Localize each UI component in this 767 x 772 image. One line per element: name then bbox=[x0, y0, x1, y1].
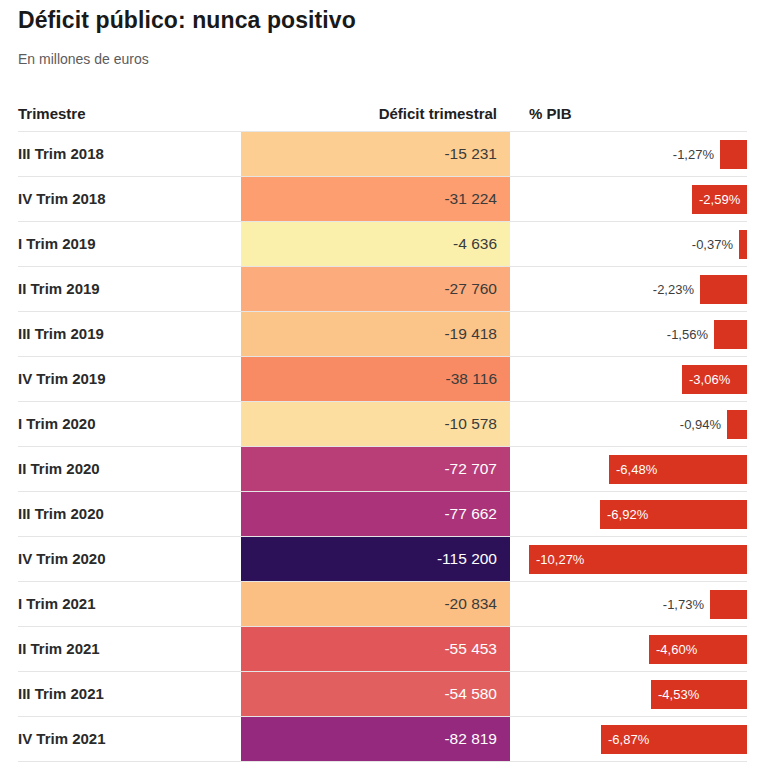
row-quarter-label: IV Trim 2018 bbox=[18, 177, 241, 221]
pib-bar bbox=[739, 230, 747, 259]
pib-bar: -6,87% bbox=[601, 725, 747, 754]
row-deficit-heatmap-cell: -54 580 bbox=[241, 672, 510, 716]
table-row: IV Trim 2019 -38 116 -3,06% bbox=[18, 357, 747, 402]
row-pib-zone: -0,94% bbox=[510, 402, 747, 446]
table-row: III Trim 2019 -19 418 -1,56% bbox=[18, 312, 747, 357]
row-pib-zone: -4,60% bbox=[510, 627, 747, 671]
pib-value-label: -3,06% bbox=[689, 365, 730, 394]
row-pib-zone: -6,87% bbox=[510, 717, 747, 761]
row-pib-zone: -6,92% bbox=[510, 492, 747, 536]
row-quarter-label: IV Trim 2021 bbox=[18, 717, 241, 761]
row-quarter-label: III Trim 2019 bbox=[18, 312, 241, 356]
table-row: I Trim 2020 -10 578 -0,94% bbox=[18, 402, 747, 447]
pib-value-label: -4,53% bbox=[658, 680, 699, 709]
pib-bar: -4,60% bbox=[649, 635, 747, 664]
row-pib-zone: -4,53% bbox=[510, 672, 747, 716]
pib-bar: -6,92% bbox=[600, 500, 747, 529]
header-deficit: Déficit trimestral bbox=[241, 105, 510, 122]
row-pib-zone: -1,73% bbox=[510, 582, 747, 626]
row-pib-zone: -2,23% bbox=[510, 267, 747, 311]
row-pib-zone: -1,56% bbox=[510, 312, 747, 356]
pib-value-label: -6,48% bbox=[616, 455, 657, 484]
pib-value-label: -4,60% bbox=[656, 635, 697, 664]
row-quarter-label: IV Trim 2019 bbox=[18, 357, 241, 401]
row-quarter-label: II Trim 2021 bbox=[18, 627, 241, 671]
pib-bar: -10,27% bbox=[529, 545, 747, 574]
row-deficit-heatmap-cell: -10 578 bbox=[241, 402, 510, 446]
table-row: IV Trim 2021 -82 819 -6,87% bbox=[18, 717, 747, 762]
table-row: II Trim 2020 -72 707 -6,48% bbox=[18, 447, 747, 492]
pib-bar: -2,59% bbox=[692, 185, 747, 214]
pib-value-label: -0,37% bbox=[692, 230, 733, 259]
pib-value-label: -6,92% bbox=[607, 500, 648, 529]
table-row: II Trim 2019 -27 760 -2,23% bbox=[18, 267, 747, 312]
table-row: III Trim 2021 -54 580 -4,53% bbox=[18, 672, 747, 717]
row-quarter-label: III Trim 2018 bbox=[18, 132, 241, 176]
row-deficit-heatmap-cell: -27 760 bbox=[241, 267, 510, 311]
row-quarter-label: III Trim 2021 bbox=[18, 672, 241, 716]
row-deficit-heatmap-cell: -55 453 bbox=[241, 627, 510, 671]
pib-bar: -6,48% bbox=[609, 455, 747, 484]
row-quarter-label: IV Trim 2020 bbox=[18, 537, 241, 581]
row-deficit-heatmap-cell: -4 636 bbox=[241, 222, 510, 266]
header-pib: % PIB bbox=[510, 105, 747, 122]
row-quarter-label: I Trim 2020 bbox=[18, 402, 241, 446]
row-deficit-heatmap-cell: -20 834 bbox=[241, 582, 510, 626]
pib-bar bbox=[714, 320, 747, 349]
row-deficit-heatmap-cell: -38 116 bbox=[241, 357, 510, 401]
pib-bar bbox=[727, 410, 747, 439]
pib-value-label: -6,87% bbox=[608, 725, 649, 754]
table-row: II Trim 2021 -55 453 -4,60% bbox=[18, 627, 747, 672]
table-header-row: Trimestre Déficit trimestral % PIB bbox=[18, 96, 747, 132]
pib-value-label: -2,59% bbox=[699, 185, 740, 214]
table-body: III Trim 2018 -15 231 -1,27% IV Trim 201… bbox=[18, 132, 747, 762]
row-deficit-heatmap-cell: -72 707 bbox=[241, 447, 510, 491]
pib-value-label: -1,73% bbox=[663, 590, 704, 619]
table-row: I Trim 2019 -4 636 -0,37% bbox=[18, 222, 747, 267]
row-deficit-heatmap-cell: -77 662 bbox=[241, 492, 510, 536]
table-row: III Trim 2018 -15 231 -1,27% bbox=[18, 132, 747, 177]
pib-bar bbox=[710, 590, 747, 619]
page-subtitle: En millones de euros bbox=[18, 51, 747, 68]
table-row: IV Trim 2018 -31 224 -2,59% bbox=[18, 177, 747, 222]
pib-value-label: -1,56% bbox=[667, 320, 708, 349]
row-pib-zone: -2,59% bbox=[510, 177, 747, 221]
pib-bar: -3,06% bbox=[682, 365, 747, 394]
row-deficit-heatmap-cell: -82 819 bbox=[241, 717, 510, 761]
table-row: IV Trim 2020 -115 200 -10,27% bbox=[18, 537, 747, 582]
row-deficit-heatmap-cell: -15 231 bbox=[241, 132, 510, 176]
deficit-table-page: Déficit público: nunca positivo En millo… bbox=[0, 0, 767, 772]
row-deficit-heatmap-cell: -31 224 bbox=[241, 177, 510, 221]
row-pib-zone: -6,48% bbox=[510, 447, 747, 491]
row-deficit-heatmap-cell: -19 418 bbox=[241, 312, 510, 356]
row-pib-zone: -0,37% bbox=[510, 222, 747, 266]
row-quarter-label: I Trim 2021 bbox=[18, 582, 241, 626]
table-row: I Trim 2021 -20 834 -1,73% bbox=[18, 582, 747, 627]
header-quarter: Trimestre bbox=[18, 105, 241, 122]
row-quarter-label: II Trim 2020 bbox=[18, 447, 241, 491]
row-quarter-label: I Trim 2019 bbox=[18, 222, 241, 266]
pib-value-label: -1,27% bbox=[673, 140, 714, 169]
pib-bar bbox=[720, 140, 747, 169]
pib-bar bbox=[700, 275, 747, 304]
row-quarter-label: III Trim 2020 bbox=[18, 492, 241, 536]
pib-value-label: -0,94% bbox=[680, 410, 721, 439]
page-title: Déficit público: nunca positivo bbox=[18, 6, 747, 34]
row-quarter-label: II Trim 2019 bbox=[18, 267, 241, 311]
pib-value-label: -2,23% bbox=[653, 275, 694, 304]
table-row: III Trim 2020 -77 662 -6,92% bbox=[18, 492, 747, 537]
row-deficit-heatmap-cell: -115 200 bbox=[241, 537, 510, 581]
row-pib-zone: -1,27% bbox=[510, 132, 747, 176]
pib-value-label: -10,27% bbox=[536, 545, 584, 574]
pib-bar: -4,53% bbox=[651, 680, 747, 709]
row-pib-zone: -10,27% bbox=[510, 537, 747, 581]
row-pib-zone: -3,06% bbox=[510, 357, 747, 401]
